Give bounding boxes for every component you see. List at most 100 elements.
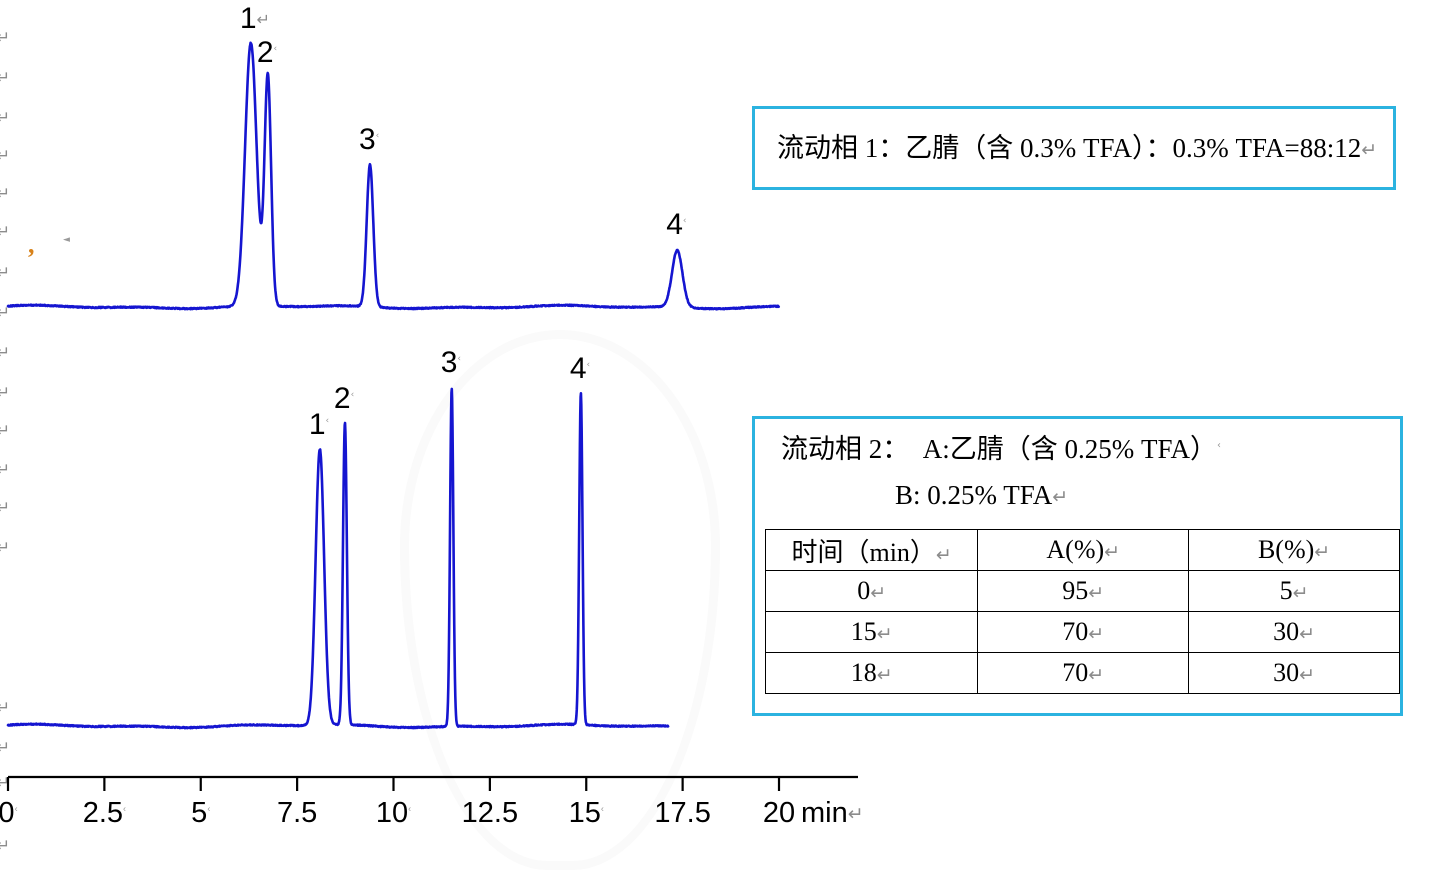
cell-text: 18	[850, 658, 877, 687]
dot-mark: ‹	[325, 416, 330, 426]
x-axis-line	[6, 775, 858, 791]
dot-mark: ‹	[123, 803, 127, 814]
return-mark: ↵	[876, 664, 893, 687]
callout-2-line-1: 流动相 2： A:乙腈（含 0.25% TFA）‹	[781, 431, 1221, 467]
cell-text: 30	[1273, 658, 1300, 687]
callout-2-line-1-label: 流动相 2： A:乙腈（含 0.25% TFA）	[781, 434, 1217, 464]
table-row-cell: 5↵	[1188, 570, 1400, 612]
peak-label-chromatogram-mobile-phase-2-4: 4‹	[570, 354, 590, 384]
dot-mark: ‹	[207, 803, 211, 814]
return-mark: ↵	[256, 10, 270, 30]
paragraph-return-mark: ↵	[0, 836, 11, 856]
paragraph-return-mark: ↵	[0, 698, 11, 718]
paragraph-return-mark: ↵	[0, 773, 11, 793]
callout-2-line-2: B: 0.25% TFA↵	[895, 477, 1068, 513]
x-tick-label-2.5: 2.5‹	[83, 799, 126, 828]
tick-value: 7.5	[276, 797, 318, 829]
gradient-table: 时间（min）↵ A(%)↵ B(%)↵ 0↵ 95↵ 5↵ 15↵ 70↵ 30↵ 18↵ 70↵…	[764, 529, 1400, 694]
callout-mobile-phase-1: 流动相 1：乙腈（含 0.3% TFA）：0.3% TFA=88:12↵	[752, 106, 1396, 190]
peak-label-chromatogram-mobile-phase-1-1: 1↵	[240, 4, 270, 34]
paragraph-return-mark: ↵	[0, 343, 11, 363]
x-axis-unit-label: min↵	[801, 799, 864, 828]
table-header-row-cell: B(%)↵	[1188, 529, 1400, 571]
return-mark: ↵	[1361, 138, 1378, 161]
tick-value: 10	[375, 797, 409, 829]
tick-value: 5	[191, 797, 208, 829]
return-mark: ↵	[876, 623, 893, 646]
dot-mark: ‹	[375, 131, 380, 141]
peak-number: 3	[358, 123, 376, 156]
callout-mobile-phase-2: 流动相 2： A:乙腈（含 0.25% TFA）‹ B: 0.25% TFA↵ …	[752, 416, 1403, 716]
callout-1-text: 流动相 1：乙腈（含 0.3% TFA）：0.3% TFA=88:12↵	[777, 130, 1377, 166]
peak-label-chromatogram-mobile-phase-1-4: 4‹	[666, 210, 686, 240]
return-mark: ↵	[1299, 664, 1316, 687]
cell-text: 时间（min）	[791, 537, 936, 567]
table-row: 18↵ 70↵ 30↵	[764, 652, 1400, 694]
return-mark: ↵	[1088, 623, 1105, 646]
dot-mark: ‹	[600, 803, 604, 814]
callout-1-label: 流动相 1：乙腈（含 0.3% TFA）：0.3% TFA=88:12	[777, 133, 1362, 163]
x-tick-label-20: 20	[763, 799, 795, 828]
tick-value: 0	[0, 797, 15, 829]
paragraph-return-mark: ↵	[0, 498, 11, 518]
paragraph-return-mark: ↵	[0, 263, 11, 283]
tick-value: 20	[762, 797, 796, 829]
dot-mark: ‹	[350, 390, 355, 400]
peak-number: 1	[239, 2, 257, 35]
table-header-row-cell: 时间（min）↵	[764, 529, 979, 571]
cell-text: A(%)	[1046, 535, 1105, 564]
return-mark: ↵	[1104, 541, 1121, 564]
tick-value: 2.5	[82, 797, 124, 829]
cell-text: 0	[857, 576, 871, 605]
table-row-cell: 18↵	[764, 652, 979, 694]
chromatogram-mobile-phase-1	[6, 41, 781, 311]
cell-text: B(%)	[1257, 535, 1315, 564]
paragraph-return-mark: ↵	[0, 421, 11, 441]
table-row-cell: 70↵	[977, 652, 1190, 694]
return-mark: ↵	[1088, 664, 1105, 687]
x-tick-label-7.5: 7.5	[277, 799, 317, 828]
dot-mark: ‹	[273, 44, 278, 54]
callout-2-line-2-label: B: 0.25% TFA	[895, 480, 1053, 510]
table-row: 15↵ 70↵ 30↵	[764, 611, 1400, 653]
peak-number: 2	[333, 382, 351, 415]
peak-number: 1	[308, 408, 326, 441]
table-row-cell: 15↵	[764, 611, 979, 653]
return-mark: ↵	[847, 802, 864, 825]
cell-text: 95	[1062, 576, 1089, 605]
paragraph-return-mark: ↵	[0, 108, 11, 128]
paragraph-return-mark: ↵	[0, 303, 11, 323]
return-mark: ↵	[1314, 541, 1331, 564]
peak-number: 4	[569, 352, 587, 385]
unit-text: min	[801, 797, 848, 829]
dot-mark: ‹	[14, 803, 18, 814]
paragraph-return-mark: ↵	[0, 222, 11, 242]
paragraph-return-mark: ↵	[0, 460, 11, 480]
paragraph-return-mark: ↵	[0, 28, 11, 48]
x-tick-label-12.5: 12.5	[462, 799, 518, 828]
orange-comma-mark: ,	[28, 230, 35, 259]
cell-text: 5	[1279, 576, 1293, 605]
tick-value: 15	[568, 797, 601, 829]
tick-value: 17.5	[654, 797, 711, 829]
dot-mark: ‹	[586, 360, 591, 370]
peak-label-chromatogram-mobile-phase-1-2: 2‹	[257, 38, 277, 68]
paragraph-return-mark: ↵	[0, 538, 11, 558]
paragraph-return-mark: ↵	[0, 383, 11, 403]
table-row: 0↵ 95↵ 5↵	[764, 570, 1400, 612]
dot-mark: ‹	[1217, 440, 1221, 451]
x-tick-label-17.5: 17.5	[654, 799, 710, 828]
table-row-cell: 0↵	[764, 570, 979, 612]
x-tick-label-5: 5‹	[191, 799, 210, 828]
return-mark: ↵	[1299, 623, 1316, 646]
table-row-cell: 70↵	[977, 611, 1190, 653]
paragraph-return-mark: ↵	[0, 738, 11, 758]
small-arrow-mark: ◄	[63, 235, 70, 245]
table-header-row-cell: A(%)↵	[977, 529, 1190, 571]
dot-mark: ‹	[408, 803, 412, 814]
cell-text: 15	[850, 617, 877, 646]
return-mark: ↵	[935, 543, 952, 566]
dot-mark: ‹	[457, 354, 461, 364]
dot-mark: ‹	[682, 216, 687, 226]
